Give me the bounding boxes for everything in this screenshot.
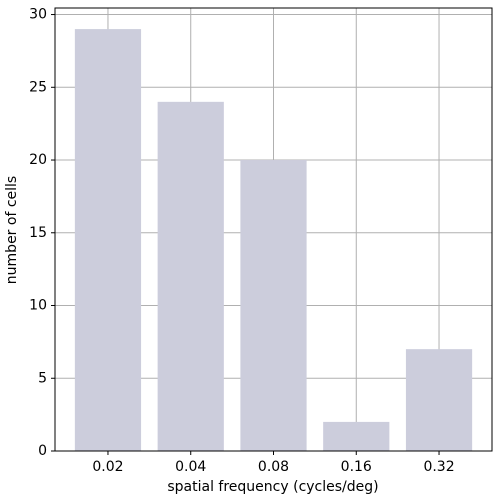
x-tick-label: 0.02 [92, 459, 123, 475]
x-tick-label: 0.32 [423, 459, 454, 475]
x-tick-label: 0.08 [258, 459, 289, 475]
y-axis-label: number of cells [4, 176, 20, 284]
y-tick-label: 25 [29, 79, 47, 95]
plot-frame [54, 7, 493, 452]
x-tick-label: 0.04 [175, 459, 206, 475]
y-tick-label: 15 [29, 225, 47, 241]
y-tick-label: 0 [38, 443, 47, 459]
y-tick-label: 10 [29, 298, 47, 314]
x-axis-label: spatial frequency (cycles/deg) [167, 479, 378, 495]
bar [323, 421, 390, 451]
y-tick-label: 20 [29, 152, 47, 168]
bar [240, 160, 307, 452]
y-tick-label: 30 [29, 7, 47, 23]
bar [74, 29, 142, 451]
bar [405, 349, 473, 451]
y-tick-label: 5 [38, 370, 47, 386]
x-tick-label: 0.16 [341, 459, 372, 475]
bar [157, 101, 224, 452]
